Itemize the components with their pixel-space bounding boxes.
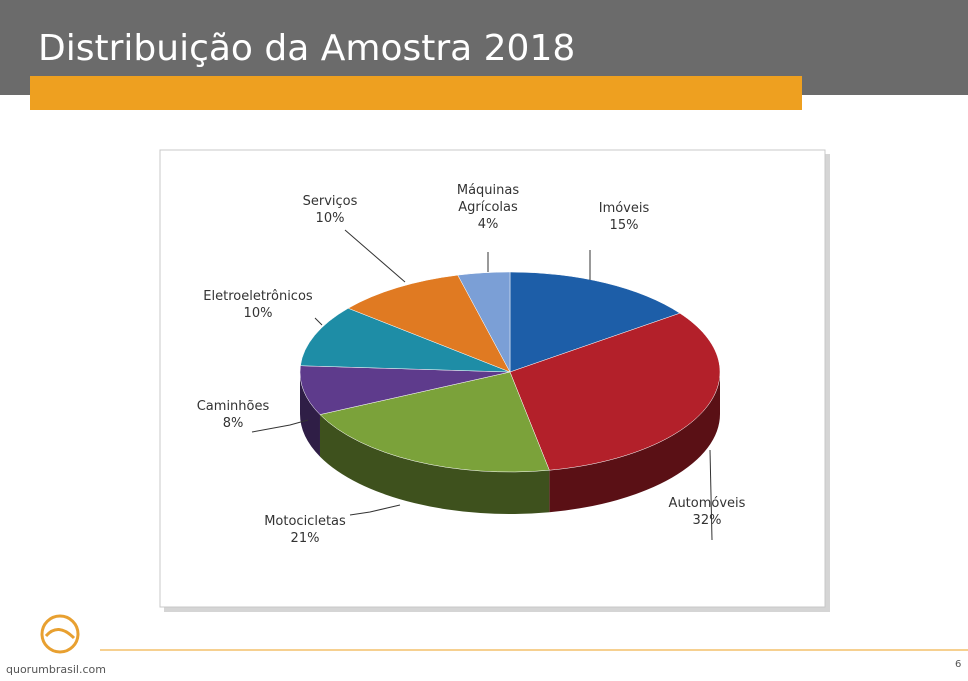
category-label: Imóveis (598, 201, 650, 216)
leader-line (251, 419, 309, 433)
page-number: 6 (955, 659, 961, 670)
data-label: Imóveis 15% (579, 200, 669, 234)
leader-line (349, 504, 401, 516)
value-label: 21% (290, 531, 320, 546)
category-label: Máquinas Agrícolas (456, 183, 520, 215)
category-label: Serviços (302, 194, 358, 209)
leader-line (314, 317, 323, 326)
slice (319, 371, 550, 473)
pie (299, 271, 721, 514)
slice (347, 274, 511, 373)
category-label: Automóveis (668, 496, 746, 511)
slice (300, 307, 511, 373)
slide-title: Distribuição da Amostra 2018 (38, 28, 575, 69)
footer-site: quorumbrasil.com (6, 663, 106, 676)
slice (509, 271, 681, 373)
value-label: 4% (477, 217, 499, 232)
slice (299, 365, 511, 415)
data-label: Máquinas Agrícolas 4% (448, 182, 528, 233)
data-label: Motocicletas 21% (245, 513, 365, 547)
value-label: 15% (609, 218, 639, 233)
leader-lines (251, 229, 713, 541)
accent-bar (30, 76, 802, 110)
leader-line (709, 449, 713, 541)
slice (509, 312, 721, 471)
category-label: Motocicletas (264, 514, 346, 529)
slice-side (319, 414, 550, 514)
slice (457, 271, 511, 373)
data-label: Caminhões 8% (183, 398, 283, 432)
value-label: 32% (692, 513, 722, 528)
leader-line (344, 229, 406, 283)
data-label: Eletroeletrônicos 10% (178, 288, 338, 322)
slice-side (300, 372, 320, 457)
value-label: 10% (243, 306, 273, 321)
category-label: Caminhões (196, 399, 270, 414)
value-label: 10% (315, 211, 345, 226)
data-label: Automóveis 32% (647, 495, 767, 529)
category-label: Eletroeletrônicos (203, 289, 313, 304)
value-label: 8% (222, 416, 244, 431)
data-label: Serviços 10% (285, 193, 375, 227)
logo-mark (44, 628, 76, 640)
slice-side (549, 372, 720, 513)
logo (40, 614, 80, 654)
